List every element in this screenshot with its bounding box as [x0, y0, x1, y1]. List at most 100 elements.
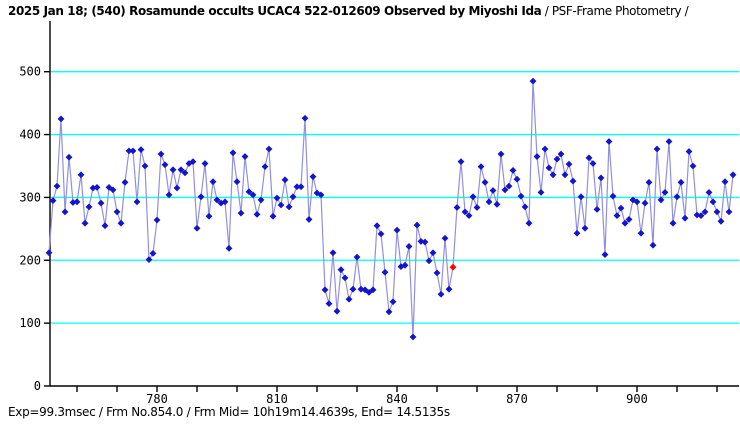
data-point-frame-801[interactable] [237, 209, 245, 217]
data-point-frame-789[interactable] [189, 158, 197, 165]
data-point-frame-825[interactable] [333, 307, 341, 315]
data-point-frame-810[interactable] [273, 194, 281, 202]
data-point-frame-763[interactable] [85, 203, 93, 211]
data-point-frame-867[interactable] [501, 186, 509, 194]
data-point-frame-757[interactable] [61, 208, 69, 216]
data-point-frame-875[interactable] [533, 153, 541, 160]
data-point-frame-797[interactable] [221, 198, 229, 206]
data-point-frame-781[interactable] [157, 150, 165, 158]
data-point-frame-824[interactable] [329, 249, 337, 257]
data-point-frame-819[interactable] [309, 173, 317, 181]
data-point-frame-761[interactable] [77, 171, 85, 179]
data-point-frame-779[interactable] [149, 249, 157, 257]
data-point-frame-865[interactable] [493, 200, 501, 208]
data-point-frame-831[interactable] [357, 285, 365, 293]
data-point-frame-903[interactable] [645, 178, 653, 186]
data-point-frame-911[interactable] [677, 178, 685, 186]
data-point-frame-756[interactable] [57, 115, 65, 123]
data-point-frame-783[interactable] [165, 191, 173, 199]
data-point-frame-872[interactable] [521, 203, 529, 211]
data-point-frame-900[interactable] [633, 198, 641, 206]
data-point-frame-798[interactable] [225, 244, 233, 252]
data-point-frame-921[interactable] [717, 217, 725, 225]
data-point-frame-922[interactable] [721, 178, 729, 186]
data-point-frame-753[interactable] [45, 249, 53, 257]
data-point-frame-758[interactable] [65, 153, 73, 161]
data-point-frame-782[interactable] [161, 161, 169, 169]
data-point-frame-914[interactable] [689, 162, 697, 170]
data-point-frame-776[interactable] [137, 146, 145, 154]
data-point-frame-760[interactable] [73, 198, 81, 206]
data-point-frame-853[interactable] [445, 285, 453, 293]
data-point-frame-780[interactable] [153, 216, 161, 224]
data-point-frame-837[interactable] [381, 268, 389, 276]
data-point-frame-816[interactable] [297, 183, 305, 191]
data-point-frame-807[interactable] [261, 163, 269, 171]
data-point-frame-856[interactable] [457, 158, 465, 165]
data-point-frame-769[interactable] [109, 186, 117, 194]
data-point-frame-808[interactable] [265, 145, 273, 153]
data-point-frame-896[interactable] [617, 204, 625, 212]
data-point-frame-869[interactable] [509, 166, 517, 174]
data-point-frame-762[interactable] [81, 219, 89, 227]
data-point-frame-913[interactable] [685, 148, 693, 155]
data-point-frame-892[interactable] [601, 251, 609, 259]
data-point-frame-830[interactable] [353, 253, 361, 261]
data-point-frame-916[interactable] [697, 212, 705, 220]
data-point-frame-883[interactable] [565, 160, 573, 168]
data-point-frame-918[interactable] [705, 188, 713, 196]
data-point-frame-754[interactable] [49, 197, 57, 204]
data-point-frame-802[interactable] [241, 153, 249, 160]
data-point-frame-826[interactable] [337, 266, 345, 274]
data-point-frame-870[interactable] [513, 175, 521, 183]
data-point-frame-848[interactable] [425, 257, 433, 265]
data-point-frame-814[interactable] [289, 193, 297, 201]
data-point-frame-773[interactable] [125, 147, 133, 155]
data-point-frame-786[interactable] [177, 166, 185, 174]
data-point-frame-793[interactable] [205, 212, 213, 220]
data-point-frame-859[interactable] [469, 193, 477, 201]
data-point-frame-759[interactable] [69, 199, 77, 206]
data-point-frame-838[interactable] [385, 308, 393, 316]
data-point-frame-847[interactable] [421, 238, 429, 246]
data-point-frame-852[interactable] [441, 234, 449, 242]
data-point-frame-821[interactable] [317, 191, 325, 199]
data-point-frame-804[interactable] [249, 191, 257, 199]
data-point-frame-906[interactable] [657, 196, 665, 204]
data-point-frame-755[interactable] [53, 182, 61, 190]
data-point-frame-775[interactable] [133, 198, 141, 206]
data-point-frame-880[interactable] [553, 155, 561, 163]
data-point-frame-866[interactable] [497, 150, 505, 158]
data-point-frame-860[interactable] [473, 204, 481, 211]
data-point-frame-792[interactable] [201, 160, 209, 167]
data-point-frame-785[interactable] [173, 184, 181, 192]
data-point-frame-767[interactable] [101, 222, 109, 230]
data-point-frame-898[interactable] [625, 216, 633, 223]
data-point-frame-766[interactable] [97, 199, 105, 207]
data-point-frame-822[interactable] [321, 286, 329, 294]
data-point-frame-878[interactable] [545, 164, 553, 172]
data-point-frame-803[interactable] [245, 188, 253, 196]
data-point-frame-905[interactable] [653, 145, 661, 153]
data-point-frame-844[interactable] [409, 333, 417, 341]
data-point-frame-909[interactable] [669, 219, 677, 227]
data-point-frame-811[interactable] [277, 201, 285, 209]
data-point-frame-770[interactable] [113, 208, 121, 216]
data-point-frame-806[interactable] [257, 196, 265, 204]
data-point-frame-829[interactable] [349, 285, 357, 293]
data-point-frame-923[interactable] [725, 208, 733, 216]
data-point-frame-871[interactable] [517, 192, 525, 200]
data-point-frame-863[interactable] [485, 198, 493, 206]
data-point-frame-855[interactable] [453, 204, 461, 211]
data-point-frame-897[interactable] [621, 219, 629, 227]
data-point-frame-849[interactable] [429, 249, 437, 257]
data-point-frame-924[interactable] [729, 171, 737, 179]
data-point-frame-834[interactable] [369, 286, 377, 294]
data-point-frame-772[interactable] [121, 178, 129, 186]
data-point-frame-858[interactable] [465, 212, 473, 220]
data-point-frame-771[interactable] [117, 219, 125, 227]
data-point-frame-889[interactable] [589, 160, 597, 167]
data-point-frame-845[interactable] [413, 221, 421, 229]
data-point-frame-800[interactable] [233, 178, 241, 186]
data-point-frame-887[interactable] [581, 224, 589, 232]
